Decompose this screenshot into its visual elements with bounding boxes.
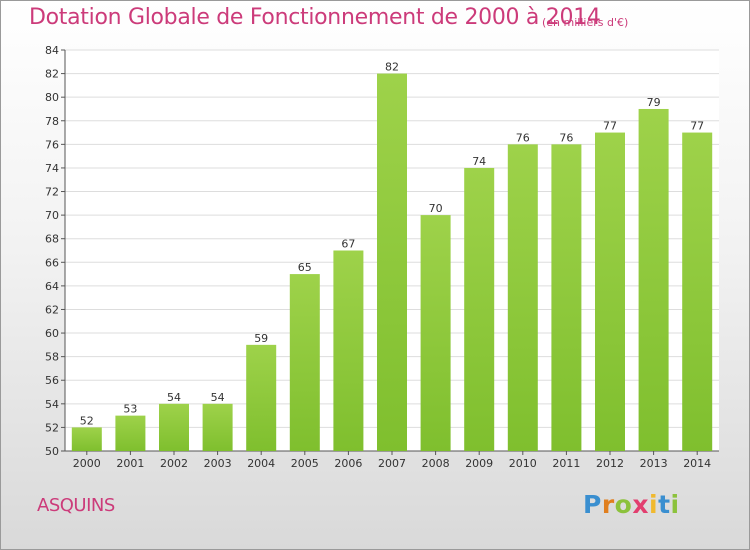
x-tick-label: 2000 [73, 457, 101, 470]
y-tick-label: 78 [45, 115, 59, 128]
y-tick-label: 66 [45, 256, 59, 269]
bar-value-label: 82 [385, 61, 399, 74]
bar [115, 415, 146, 451]
y-tick-label: 58 [45, 351, 59, 364]
x-tick-label: 2005 [291, 457, 319, 470]
bar [682, 132, 713, 451]
x-tick-label: 2003 [204, 457, 232, 470]
bar [159, 403, 189, 451]
bar-value-label: 54 [211, 391, 225, 404]
bar-value-label: 70 [429, 202, 443, 215]
y-tick-label: 74 [45, 162, 59, 175]
x-tick-label: 2006 [334, 457, 362, 470]
y-tick-label: 54 [45, 398, 59, 411]
x-tick-label: 2012 [596, 457, 624, 470]
proxiti-logo: Proxiti [583, 490, 680, 519]
y-tick-label: 64 [45, 280, 59, 293]
bar [464, 167, 495, 452]
x-tick-label: 2011 [552, 457, 580, 470]
x-tick-label: 2010 [509, 457, 537, 470]
y-tick-label: 52 [45, 421, 59, 434]
bar-value-label: 74 [472, 155, 486, 168]
y-tick-label: 82 [45, 68, 59, 81]
bar [638, 108, 669, 452]
bar [420, 215, 451, 451]
place-name: ASQUINS [37, 495, 115, 516]
x-tick-label: 2009 [465, 457, 493, 470]
bar-value-label: 76 [516, 131, 530, 144]
bar-value-label: 53 [123, 403, 137, 416]
x-tick-label: 2001 [116, 457, 144, 470]
bar [377, 73, 407, 452]
y-tick-label: 76 [45, 138, 59, 151]
bar-value-label: 67 [341, 238, 355, 251]
y-tick-label: 56 [45, 374, 59, 387]
x-tick-label: 2013 [640, 457, 668, 470]
bar-value-label: 77 [603, 120, 617, 133]
bar-value-label: 77 [690, 120, 704, 133]
bar [551, 144, 582, 451]
y-tick-label: 72 [45, 186, 59, 199]
bar-value-label: 65 [298, 261, 312, 274]
bar [595, 132, 625, 451]
logo-letter: i [649, 490, 659, 519]
y-tick-label: 62 [45, 303, 59, 316]
logo-letter: o [614, 490, 633, 519]
y-tick-label: 80 [45, 91, 59, 104]
bar [202, 403, 233, 451]
x-tick-label: 2007 [378, 457, 406, 470]
bar-value-label: 79 [647, 96, 661, 109]
logo-letter: r [601, 490, 615, 519]
bar-value-label: 76 [559, 131, 573, 144]
y-tick-label: 50 [45, 445, 59, 458]
logo-letter: t [658, 490, 671, 519]
chart-subtitle: (en milliers d'€) [542, 16, 629, 29]
x-tick-label: 2002 [160, 457, 188, 470]
bar [333, 250, 364, 451]
bar [289, 274, 320, 451]
y-tick-label: 70 [45, 209, 59, 222]
chart-title: Dotation Globale de Fonctionnement de 20… [29, 5, 601, 30]
x-tick-label: 2008 [422, 457, 450, 470]
x-tick-label: 2004 [247, 457, 275, 470]
y-tick-label: 84 [45, 44, 59, 57]
logo-letter: x [632, 490, 649, 519]
x-tick-label: 2014 [683, 457, 711, 470]
y-tick-label: 68 [45, 233, 59, 246]
bar [71, 427, 102, 451]
bar [246, 344, 277, 451]
y-tick-label: 60 [45, 327, 59, 340]
bar-value-label: 54 [167, 391, 181, 404]
bar-value-label: 52 [80, 414, 94, 427]
bar-value-label: 59 [254, 332, 268, 345]
bar [507, 144, 538, 451]
logo-letter: P [583, 490, 602, 519]
logo-letter: i [670, 490, 680, 519]
